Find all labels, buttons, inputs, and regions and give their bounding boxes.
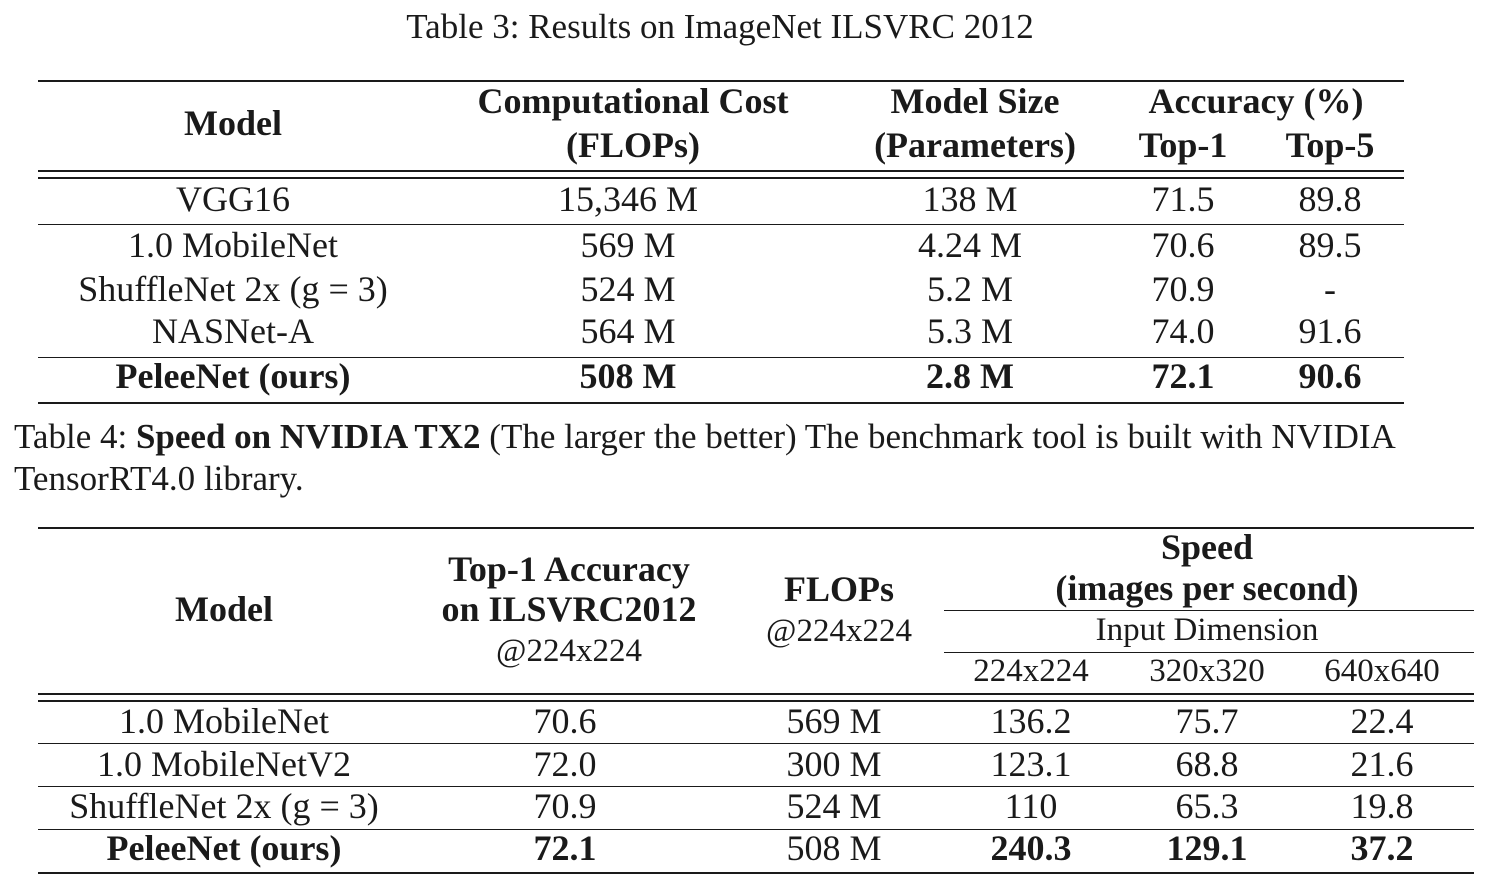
table4-row-speed-640: 22.4	[1350, 701, 1414, 741]
table3-row-params: 4.24 M	[917, 225, 1023, 265]
table4-caption-line2: TensorRT4.0 library.	[14, 459, 304, 498]
table4-row-speed-320: 129.1	[1166, 828, 1248, 868]
table4-header-flops: FLOPs	[783, 569, 895, 609]
table3-row-flops: 564 M	[580, 311, 676, 351]
table3-row-flops: 15,346 M	[557, 179, 699, 219]
table3-row-params: 5.3 M	[926, 311, 1014, 351]
table3-row-top5: 91.6	[1298, 311, 1362, 351]
table4-row-model: 1.0 MobileNetV2	[97, 744, 351, 784]
table3-row-params: 5.2 M	[926, 269, 1014, 309]
table4-header-accuracy: Top-1 Accuracy	[448, 549, 690, 589]
table3-header-flops: (FLOPs)	[566, 125, 700, 165]
table4-row-accuracy: 70.9	[533, 786, 597, 826]
table4-row-accuracy: 72.1	[533, 828, 597, 868]
table4-row-speed-640: 37.2	[1350, 828, 1414, 868]
table3-mid-rule	[38, 357, 1404, 358]
table3-bottom-rule	[38, 402, 1404, 404]
table4-row-speed-224: 110	[1004, 786, 1058, 826]
table3-header-model: Model	[184, 103, 282, 143]
table4-row-rule	[38, 829, 1474, 830]
table4-row-model: PeleeNet (ours)	[106, 828, 342, 868]
table3-row-top5: -	[1324, 269, 1336, 309]
table3-header-parameters: (Parameters)	[874, 125, 1076, 165]
table4-top-rule	[38, 527, 1474, 529]
table4-row-flops: 524 M	[786, 786, 882, 826]
table4-caption-bold: Speed on NVIDIA TX2	[135, 417, 481, 456]
table4-header-accuracy-resolution: @224x224	[496, 633, 642, 669]
table4-row-speed-640: 21.6	[1350, 744, 1414, 784]
table3-row-model: VGG16	[176, 179, 290, 219]
table4-row-speed-320: 68.8	[1175, 744, 1239, 784]
table4-row-speed-320: 75.7	[1175, 701, 1239, 741]
table3-header-model-size: Model Size	[890, 81, 1060, 121]
table4-caption-label: Table 4:	[14, 417, 136, 456]
table3-row-model: PeleeNet (ours)	[115, 356, 351, 396]
table3-row-model: NASNet-A	[152, 311, 314, 351]
table3-header-accuracy: Accuracy (%)	[1148, 81, 1364, 121]
table4-row-model: 1.0 MobileNet	[119, 701, 329, 741]
table3-header-top1: Top-1	[1138, 125, 1228, 165]
table3-header-rule-2	[38, 177, 1404, 179]
table3-row-model: 1.0 MobileNet	[128, 225, 338, 265]
table4-row-flops: 300 M	[786, 744, 882, 784]
table4-bottom-rule	[38, 872, 1474, 874]
table4-row-speed-224: 123.1	[990, 744, 1072, 784]
table4-dim-rule	[944, 652, 1474, 653]
table4-header-speed: Speed	[1160, 527, 1254, 567]
table3-row-flops: 569 M	[580, 225, 676, 265]
table4-row-accuracy: 70.6	[533, 701, 597, 741]
table4-row-speed-224: 240.3	[990, 828, 1072, 868]
table4-caption-rest: (The larger the better) The benchmark to…	[480, 417, 1396, 456]
table4-row-flops: 569 M	[786, 701, 882, 741]
table3-row-flops: 508 M	[579, 356, 677, 396]
table3-row-flops: 524 M	[580, 269, 676, 309]
table3-row-params: 2.8 M	[926, 356, 1014, 396]
table4-speed-rule	[944, 610, 1474, 611]
table4-caption: Table 4: Speed on NVIDIA TX2 (The larger…	[14, 416, 1500, 500]
table4-row-speed-640: 19.8	[1350, 786, 1414, 826]
table3-top-rule	[38, 80, 1404, 82]
table4-header-accuracy-dataset: on ILSVRC2012	[441, 589, 697, 629]
table3-row-top1: 74.0	[1151, 311, 1215, 351]
table3-row-top5: 89.5	[1298, 225, 1362, 265]
table3-header-comp-cost: Computational Cost	[477, 81, 789, 121]
table4-header-speed-unit: (images per second)	[1055, 568, 1359, 608]
table4-row-rule	[38, 786, 1474, 787]
table4-header-flops-resolution: @224x224	[766, 613, 912, 649]
table3-header-rule-1	[38, 170, 1404, 172]
table4-header-dim-224: 224x224	[973, 653, 1089, 689]
table3-row-top1: 72.1	[1151, 356, 1215, 396]
table3-row-model: ShuffleNet 2x (g = 3)	[78, 269, 388, 309]
table4-row-speed-320: 65.3	[1175, 786, 1239, 826]
table4-row-accuracy: 72.0	[533, 744, 597, 784]
table4-header-input-dimension: Input Dimension	[1095, 612, 1319, 648]
table3-row-top5: 89.8	[1298, 179, 1362, 219]
table3-row-top1: 70.6	[1151, 225, 1215, 265]
table4-header-rule-1	[38, 693, 1474, 695]
table3-row-top5: 90.6	[1298, 356, 1362, 396]
table4-header-dim-640: 640x640	[1324, 653, 1440, 689]
table4-header-dim-320: 320x320	[1149, 653, 1265, 689]
table3-mid-rule	[38, 224, 1404, 225]
table4-row-model: ShuffleNet 2x (g = 3)	[69, 786, 379, 826]
table3-caption: Table 3: Results on ImageNet ILSVRC 2012	[406, 7, 1034, 46]
table3-row-params: 138 M	[922, 179, 1018, 219]
table4-row-speed-224: 136.2	[990, 701, 1072, 741]
table4-header-model: Model	[175, 589, 273, 629]
table4-header-rule-2	[38, 700, 1474, 702]
table4-row-rule	[38, 743, 1474, 744]
table4-row-flops: 508 M	[786, 828, 882, 868]
table3-header-top5: Top-5	[1285, 125, 1375, 165]
table3-row-top1: 70.9	[1151, 269, 1215, 309]
table3-row-top1: 71.5	[1151, 179, 1215, 219]
